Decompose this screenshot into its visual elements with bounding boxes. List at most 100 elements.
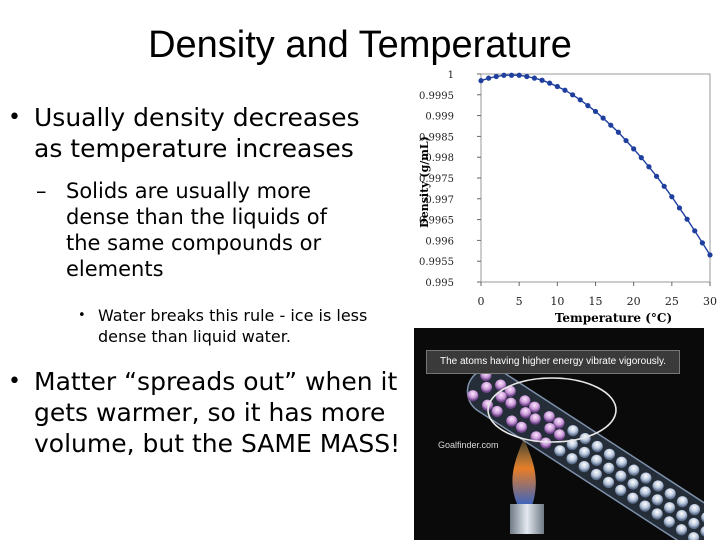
y-tick-label: 0.997 bbox=[425, 195, 454, 206]
atom-sphere bbox=[639, 500, 651, 512]
x-tick-label: 20 bbox=[627, 295, 641, 308]
vibrating-atoms-photo: The atoms having higher energy vibrate v… bbox=[414, 328, 704, 540]
x-tick-label: 30 bbox=[703, 295, 717, 308]
atom-sphere bbox=[688, 504, 701, 516]
bullet-matter-spreads: • Matter “spreads out” when it gets warm… bbox=[8, 366, 404, 459]
y-tick-label: 0.9975 bbox=[419, 174, 454, 185]
bullet-water-exception: • Water breaks this rule - ice is less d… bbox=[78, 305, 398, 347]
density-data-point bbox=[531, 75, 538, 81]
density-data-point bbox=[554, 83, 560, 90]
atom-sphere bbox=[519, 395, 531, 407]
density-data-point bbox=[592, 108, 599, 115]
plot-area-frame bbox=[480, 73, 711, 283]
density-data-point bbox=[608, 122, 614, 128]
x-tick-label: 5 bbox=[516, 295, 523, 308]
bullet-marker: • bbox=[8, 105, 21, 130]
x-tick-label: 10 bbox=[550, 295, 564, 308]
atom-sphere bbox=[554, 445, 566, 457]
atom-sphere bbox=[590, 468, 602, 481]
bullet-density-decreases: • Usually density decreases as temperatu… bbox=[8, 102, 384, 164]
density-data-point bbox=[623, 137, 629, 144]
density-data-point bbox=[646, 164, 652, 170]
atom-sphere bbox=[688, 517, 700, 530]
bullet-marker: – bbox=[36, 179, 47, 203]
heated-tube-illustration bbox=[466, 367, 704, 540]
density-data-point bbox=[524, 73, 530, 80]
y-tick-label: 1 bbox=[448, 70, 454, 81]
y-tick-label: 0.999 bbox=[425, 112, 454, 123]
atom-sphere bbox=[627, 478, 639, 490]
bullet-text: Matter “spreads out” when it gets warmer… bbox=[34, 367, 401, 458]
atom-sphere bbox=[519, 407, 532, 419]
bullet-text: Solids are usually more dense than the l… bbox=[66, 179, 327, 281]
atom-sphere bbox=[615, 484, 627, 496]
density-data-point bbox=[570, 92, 576, 98]
atom-sphere bbox=[553, 429, 566, 441]
atom-sphere bbox=[676, 510, 688, 522]
bullet-marker: • bbox=[78, 308, 86, 323]
atom-sphere bbox=[663, 502, 676, 514]
x-tick-label: 15 bbox=[589, 295, 603, 308]
atom-sphere bbox=[578, 446, 591, 459]
atom-sphere bbox=[603, 448, 616, 460]
atom-sphere bbox=[578, 461, 590, 473]
density-data-point bbox=[653, 173, 660, 179]
density-data-point bbox=[508, 72, 515, 78]
atom-sphere bbox=[495, 391, 507, 403]
burner-icon bbox=[510, 504, 544, 534]
atom-sphere bbox=[688, 532, 700, 540]
atom-sphere bbox=[528, 401, 541, 413]
density-data-point bbox=[661, 183, 667, 189]
atom-sphere bbox=[504, 385, 516, 397]
atom-sphere bbox=[651, 494, 663, 506]
y-tick-label: 0.9965 bbox=[419, 216, 454, 227]
photo-watermark: Goalfinder.com bbox=[438, 440, 499, 450]
atom-sphere bbox=[602, 476, 615, 488]
atom-sphere bbox=[544, 422, 556, 435]
atom-sphere bbox=[566, 453, 578, 465]
atom-sphere bbox=[652, 480, 664, 492]
bullet-marker: • bbox=[8, 369, 21, 394]
y-tick-label: 0.998 bbox=[425, 153, 454, 164]
y-tick-label: 0.9995 bbox=[419, 91, 454, 102]
atom-sphere bbox=[553, 417, 565, 429]
density-data-point bbox=[699, 240, 705, 246]
atom-sphere bbox=[590, 454, 603, 466]
atom-sphere bbox=[628, 464, 640, 476]
x-tick-label: 0 bbox=[478, 295, 485, 308]
density-chart: 0.995 0.9955 0.996 0.9965 0.997 0.9975 0.998 0.… bbox=[408, 62, 720, 330]
atom-sphere bbox=[540, 437, 552, 449]
slide-title: Density and Temperature bbox=[148, 24, 572, 66]
density-chart-svg: 0.995 0.9955 0.996 0.9965 0.997 0.9975 0.998 0.… bbox=[418, 70, 717, 325]
x-tick-label: 25 bbox=[665, 295, 679, 308]
atom-sphere bbox=[675, 524, 688, 536]
atom-sphere bbox=[591, 440, 603, 453]
density-data-point bbox=[562, 87, 568, 93]
atom-sphere bbox=[480, 381, 493, 394]
density-data-point bbox=[486, 75, 492, 81]
atom-sphere bbox=[639, 486, 651, 498]
x-axis-label: Temperature (°C) bbox=[555, 311, 672, 325]
y-tick-label: 0.9985 bbox=[419, 132, 454, 143]
density-data-point bbox=[501, 72, 507, 78]
density-data-point bbox=[585, 103, 591, 109]
atom-sphere bbox=[530, 431, 542, 443]
density-data-point bbox=[615, 129, 621, 135]
density-data-point bbox=[516, 72, 522, 78]
atom-sphere bbox=[515, 421, 528, 433]
atom-sphere bbox=[640, 472, 652, 484]
atom-sphere bbox=[491, 405, 503, 418]
density-data-point bbox=[638, 155, 644, 161]
bullet-list: • Usually density decreases as temperatu… bbox=[8, 102, 400, 458]
density-data-point bbox=[631, 146, 637, 152]
density-data-point bbox=[478, 78, 484, 84]
atom-sphere bbox=[701, 511, 704, 524]
density-series-line bbox=[480, 74, 711, 256]
atom-sphere bbox=[467, 390, 479, 402]
photo-caption: The atoms having higher energy vibrate v… bbox=[426, 350, 680, 374]
y-axis-label: Density (g/mL) bbox=[418, 136, 431, 228]
bullet-solids-denser: – Solids are usually more dense than the… bbox=[36, 178, 366, 282]
density-data-point bbox=[684, 216, 690, 222]
atom-sphere bbox=[663, 516, 675, 528]
y-tick-label: 0.996 bbox=[425, 236, 454, 247]
